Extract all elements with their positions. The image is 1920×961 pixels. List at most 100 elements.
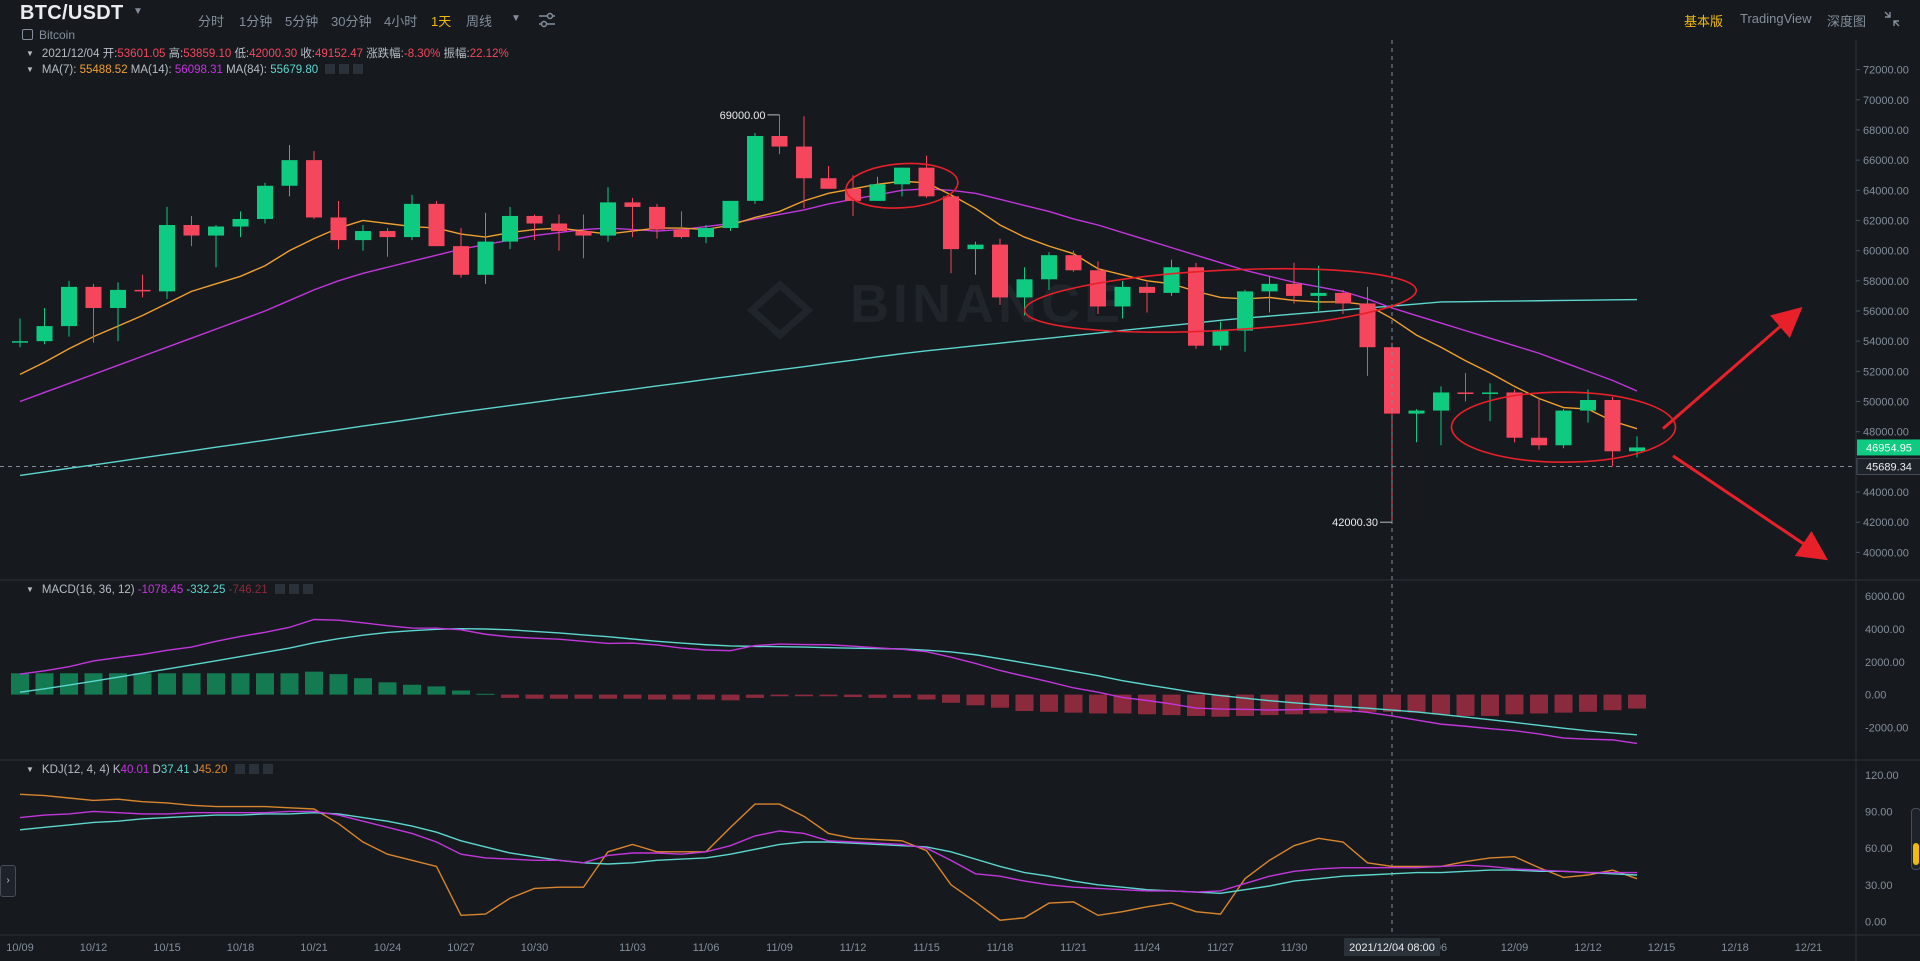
candle-body bbox=[698, 228, 714, 238]
legend-macd-hist: -746.21 bbox=[228, 584, 268, 596]
crosshair-label: 2021/12/04 08:00 bbox=[1349, 942, 1435, 954]
scale-scroll-handle[interactable] bbox=[1911, 808, 1920, 870]
x-tick-label: 10/30 bbox=[521, 942, 549, 954]
macd-tick-label: -2000.00 bbox=[1865, 722, 1908, 734]
x-tick-label: 11/12 bbox=[840, 942, 867, 954]
candle-body bbox=[1531, 437, 1547, 446]
max-price-marker: 69000.00 bbox=[720, 110, 766, 122]
timeframe-tab-1m[interactable]: 1分钟 bbox=[239, 14, 273, 29]
settings-icon[interactable] bbox=[325, 64, 336, 74]
watermark-logo bbox=[746, 280, 814, 340]
candle-body bbox=[967, 244, 984, 250]
kdj-tick-label: 0.00 bbox=[1865, 916, 1886, 928]
kdj-tick-label: 120.00 bbox=[1865, 770, 1899, 782]
price-tick-label: 44000.00 bbox=[1863, 487, 1909, 499]
annotation-ellipse bbox=[845, 162, 959, 209]
candle-body bbox=[1384, 347, 1400, 414]
candle-body bbox=[820, 178, 837, 189]
legend-date: 2021/12/04 bbox=[41, 48, 100, 60]
candle-body bbox=[1629, 447, 1645, 452]
candle-body bbox=[453, 246, 469, 275]
collapse-caret-icon[interactable]: ▼ bbox=[26, 49, 34, 58]
timeframe-tab-1d[interactable]: 1天 bbox=[431, 14, 452, 29]
legend-macd-dif: -1078.45 bbox=[137, 584, 184, 596]
visibility-icon[interactable] bbox=[339, 64, 350, 74]
legend-amp: 22.12% bbox=[469, 48, 509, 60]
timeframe-tab-time[interactable]: 分时 bbox=[198, 14, 225, 29]
price-tick-label: 62000.00 bbox=[1863, 215, 1909, 227]
macd-hist-bar bbox=[1162, 694, 1181, 716]
macd-hist-bar bbox=[1603, 694, 1622, 711]
timeframe-tab-5m[interactable]: 5分钟 bbox=[285, 14, 319, 29]
candle-body bbox=[992, 244, 1008, 298]
ma-legend: ▼ MA(7): 55488.52 MA(14): 56098.31 MA(84)… bbox=[26, 64, 364, 76]
macd-hist-bar bbox=[305, 671, 323, 695]
price-tick-label: 70000.00 bbox=[1863, 95, 1909, 107]
macd-hist-bar bbox=[746, 694, 764, 698]
side-panel-toggle[interactable]: › bbox=[0, 865, 16, 897]
macd-hist-bar bbox=[1456, 694, 1475, 716]
scale-scroll-thumb[interactable] bbox=[1913, 843, 1919, 865]
visibility-icon[interactable] bbox=[248, 764, 259, 774]
legend-d: 37.41 bbox=[160, 764, 190, 776]
visibility-icon[interactable] bbox=[288, 584, 299, 594]
macd-hist-bar bbox=[1015, 694, 1034, 711]
macd-legend: ▼ MACD(16, 36, 12) -1078.45 -332.25 -746.… bbox=[26, 584, 313, 596]
legend-macd-label: MACD(16, 36, 12) bbox=[41, 584, 135, 596]
last-price-label-bg bbox=[1857, 439, 1920, 456]
close-icon[interactable] bbox=[353, 64, 364, 74]
kdj-tick-label: 90.00 bbox=[1865, 806, 1893, 818]
candle-body bbox=[722, 200, 739, 229]
x-tick-label: 11/24 bbox=[1134, 942, 1161, 954]
macd-hist-bar bbox=[378, 682, 397, 695]
x-tick-label: 11/09 bbox=[766, 942, 793, 954]
macd-hist-bar bbox=[819, 694, 838, 697]
macd-hist-bar bbox=[1554, 694, 1573, 713]
view-tradingview-tab[interactable]: TradingView bbox=[1740, 11, 1812, 26]
symbol-title[interactable]: BTC/USDT bbox=[20, 2, 124, 24]
collapse-caret-icon[interactable]: ▼ bbox=[26, 585, 34, 594]
last-price-label: 46954.95 bbox=[1866, 442, 1912, 454]
x-tick-label: 10/15 bbox=[153, 942, 181, 954]
macd-hist-bar bbox=[11, 673, 29, 695]
more-timeframes-icon[interactable]: ▼ bbox=[511, 13, 521, 24]
price-line-label-bg bbox=[1856, 458, 1920, 476]
x-tick-label: 10/24 bbox=[374, 942, 402, 954]
x-tick-label: 12/09 bbox=[1501, 942, 1529, 954]
symbol-dropdown-icon[interactable]: ▼ bbox=[133, 6, 143, 17]
candle-body bbox=[306, 160, 322, 218]
candle-body bbox=[159, 225, 175, 292]
settings-icon[interactable] bbox=[274, 584, 285, 594]
indicator-settings-icon[interactable] bbox=[538, 12, 556, 28]
x-tick-label: 11/18 bbox=[987, 942, 1014, 954]
price-tick-label: 58000.00 bbox=[1863, 276, 1909, 288]
legend-j-label: J bbox=[192, 764, 199, 776]
view-depth-tab[interactable]: 深度图 bbox=[1827, 14, 1867, 29]
view-basic-tab[interactable]: 基本版 bbox=[1684, 14, 1724, 29]
close-icon[interactable] bbox=[262, 764, 273, 774]
settings-icon[interactable] bbox=[234, 764, 245, 774]
macd-hist-bar bbox=[1138, 694, 1156, 715]
x-tick-label: 12/15 bbox=[1648, 942, 1676, 954]
legend-low: 42000.30 bbox=[249, 48, 298, 60]
timeframe-tab-1w[interactable]: 周线 bbox=[466, 14, 493, 29]
macd-hist-bar bbox=[329, 674, 348, 695]
macd-hist-bar bbox=[893, 694, 911, 698]
collapse-caret-icon[interactable]: ▼ bbox=[26, 65, 34, 74]
fullscreen-icon[interactable] bbox=[1884, 11, 1900, 27]
candle-body bbox=[649, 206, 665, 230]
coin-icon bbox=[22, 29, 33, 40]
legend-ma84: 55679.80 bbox=[270, 64, 319, 76]
legend-open: 53601.05 bbox=[117, 48, 166, 60]
candle-body bbox=[232, 218, 249, 227]
timeframe-tab-30m[interactable]: 30分钟 bbox=[331, 14, 372, 29]
candle-body bbox=[894, 167, 910, 185]
macd-hist-bar bbox=[868, 694, 887, 698]
collapse-caret-icon[interactable]: ▼ bbox=[26, 765, 34, 774]
close-icon[interactable] bbox=[302, 584, 313, 594]
candle-body bbox=[943, 196, 959, 250]
timeframe-tab-4h[interactable]: 4小时 bbox=[384, 14, 418, 29]
legend-close: 49152.47 bbox=[315, 48, 363, 60]
macd-hist-bar bbox=[1334, 694, 1352, 713]
